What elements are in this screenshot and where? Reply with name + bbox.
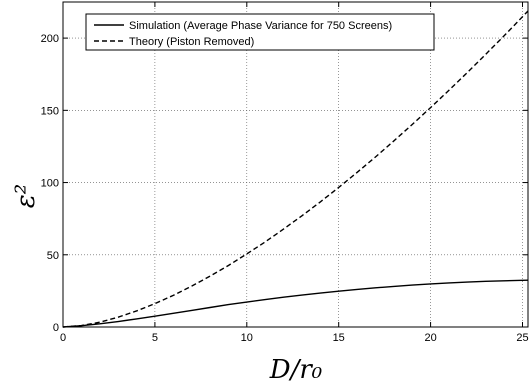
y-tick-label: 200 (41, 33, 59, 45)
legend-label-simulation: Simulation (Average Phase Variance for 7… (129, 20, 392, 32)
x-tick-label: 25 (516, 332, 528, 344)
legend: Simulation (Average Phase Variance for 7… (85, 13, 435, 51)
y-tick-label: 150 (41, 105, 59, 117)
y-tick-label: 0 (53, 322, 59, 334)
y-tick-label: 50 (47, 250, 59, 262)
grid (63, 2, 528, 327)
x-tick-label: 0 (60, 332, 66, 344)
series-line-theory (62, 10, 529, 328)
series (62, 10, 529, 328)
legend-label-theory: Theory (Piston Removed) (129, 36, 254, 48)
plot-frame (62, 1, 529, 328)
y-tick-label: 100 (41, 178, 59, 190)
legend-box (85, 13, 435, 51)
x-tick-label: 20 (424, 332, 436, 344)
ticks: 0 5 10 15 20 25 0 50 100 150 200 (41, 2, 529, 344)
x-tick-label: 10 (241, 332, 253, 344)
series-line-simulation (62, 279, 529, 328)
x-tick-label: 5 (152, 332, 158, 344)
x-axis-label: D/r₀ (269, 355, 323, 385)
y-axis-label: ε² (11, 184, 41, 208)
x-tick-label: 15 (333, 332, 345, 344)
